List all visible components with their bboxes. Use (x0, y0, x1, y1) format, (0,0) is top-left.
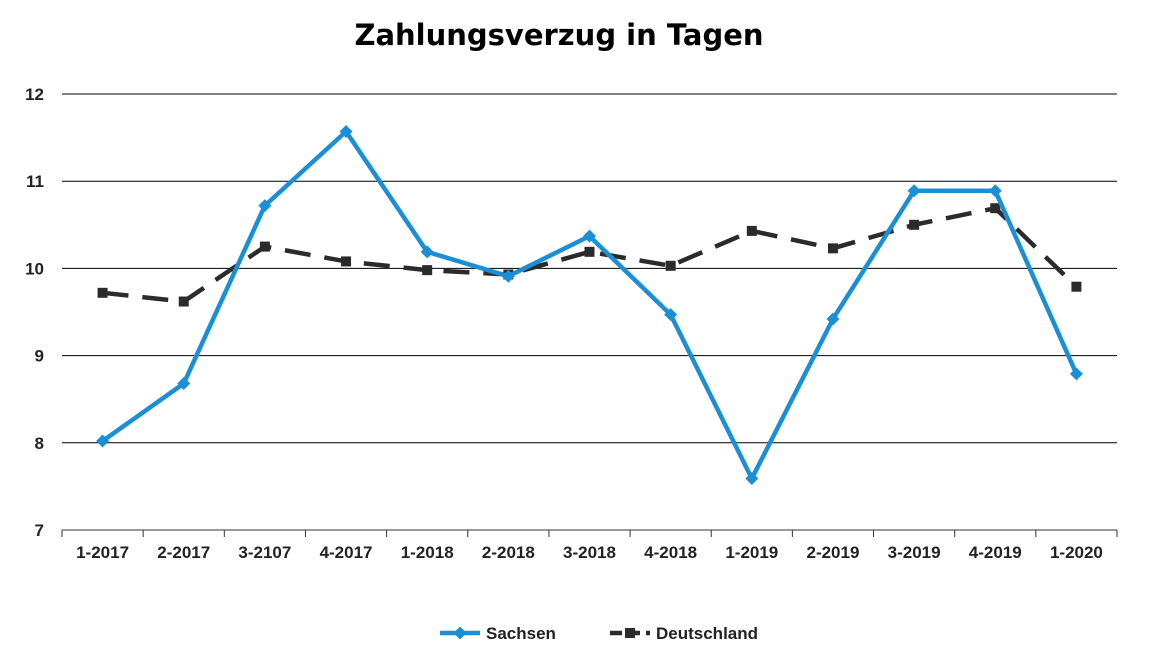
x-tick-label: 3-2019 (888, 543, 941, 562)
legend-marker-sachsen (453, 626, 467, 640)
x-tick-label: 2-2017 (157, 543, 210, 562)
data-point-sachsen (420, 245, 434, 259)
legend-label-deutschland: Deutschland (656, 624, 758, 643)
x-tick-label: 2-2018 (482, 543, 535, 562)
x-tick-label: 2-2019 (806, 543, 859, 562)
data-point-deutschland (259, 241, 270, 252)
axes: 7 8 9 10 11 12 1-2017 2-2017 3-2107 4-2017 1-2018 2… (25, 85, 1118, 562)
y-tick-label: 7 (35, 521, 44, 540)
data-point-deutschland (584, 246, 595, 257)
data-point-deutschland (665, 260, 676, 271)
legend-item-deutschland: Deutschland (610, 624, 758, 643)
data-point-sachsen (96, 434, 110, 448)
data-point-deutschland (178, 296, 189, 307)
data-point-sachsen (988, 184, 1002, 198)
data-point-sachsen (664, 308, 678, 322)
series-line-sachsen (100, 129, 1079, 481)
legend-item-sachsen: Sachsen (440, 624, 556, 643)
x-tick-label: 1-2018 (401, 543, 454, 562)
legend: Sachsen Deutschland (440, 624, 758, 643)
series-layer (96, 124, 1083, 486)
x-tick-label: 4-2019 (969, 543, 1022, 562)
x-tick-label: 3-2018 (563, 543, 616, 562)
data-point-sachsen (258, 199, 272, 213)
data-point-sachsen (177, 377, 191, 391)
data-point-sachsen (907, 184, 921, 198)
legend-label-sachsen: Sachsen (486, 624, 556, 643)
legend-marker-deutschland (625, 628, 635, 638)
x-tick-label: 4-2018 (644, 543, 697, 562)
chart-title: Zahlungsverzug in Tagen (354, 18, 764, 52)
series-sachsen (96, 124, 1083, 486)
data-point-sachsen (501, 269, 515, 283)
data-point-deutschland (827, 243, 838, 254)
x-tick-label: 4-2017 (320, 543, 373, 562)
y-tick-label: 9 (35, 347, 44, 366)
data-point-sachsen (1069, 367, 1083, 381)
y-tick-label: 12 (25, 85, 44, 104)
data-point-deutschland (746, 225, 757, 236)
data-point-deutschland (1071, 281, 1082, 292)
data-point-deutschland (422, 265, 433, 276)
y-tick-label: 10 (25, 259, 44, 278)
x-tick-label: 3-2107 (238, 543, 291, 562)
x-tick-label: 1-2019 (725, 543, 778, 562)
data-point-deutschland (97, 287, 108, 298)
grid-lines (62, 93, 1117, 444)
data-point-deutschland (990, 203, 1001, 214)
x-tick-label: 1-2020 (1050, 543, 1103, 562)
x-tick-label: 1-2017 (76, 543, 129, 562)
data-point-deutschland (909, 219, 920, 230)
y-tick-label: 11 (26, 172, 44, 191)
series-deutschland (97, 203, 1082, 307)
data-point-deutschland (341, 256, 352, 267)
data-point-sachsen (583, 229, 596, 243)
data-point-sachsen (339, 124, 353, 138)
y-tick-label: 8 (35, 434, 44, 453)
data-point-sachsen (745, 472, 759, 486)
data-point-sachsen (826, 312, 840, 326)
